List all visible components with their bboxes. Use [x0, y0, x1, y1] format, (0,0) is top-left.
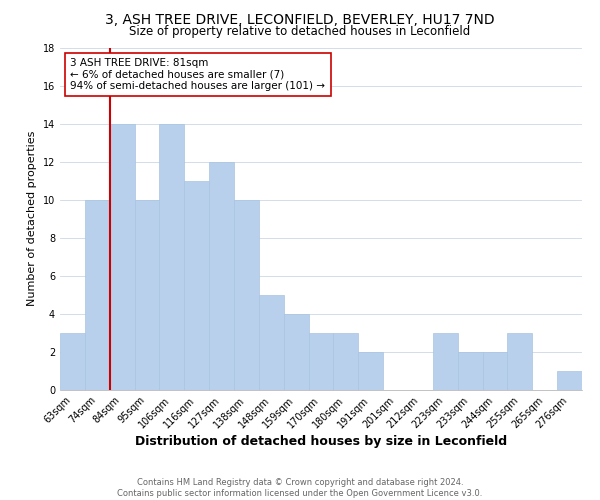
- Text: 3 ASH TREE DRIVE: 81sqm
← 6% of detached houses are smaller (7)
94% of semi-deta: 3 ASH TREE DRIVE: 81sqm ← 6% of detached…: [70, 58, 325, 91]
- Bar: [482, 352, 508, 390]
- Bar: [209, 162, 234, 390]
- Text: 3, ASH TREE DRIVE, LECONFIELD, BEVERLEY, HU17 7ND: 3, ASH TREE DRIVE, LECONFIELD, BEVERLEY,…: [105, 12, 495, 26]
- Bar: [284, 314, 308, 390]
- Bar: [234, 200, 259, 390]
- Bar: [358, 352, 383, 390]
- Text: Contains HM Land Registry data © Crown copyright and database right 2024.
Contai: Contains HM Land Registry data © Crown c…: [118, 478, 482, 498]
- Bar: [334, 333, 358, 390]
- Y-axis label: Number of detached properties: Number of detached properties: [27, 131, 37, 306]
- Bar: [85, 200, 110, 390]
- Bar: [433, 333, 458, 390]
- Bar: [458, 352, 482, 390]
- Bar: [160, 124, 184, 390]
- Bar: [308, 333, 334, 390]
- Bar: [110, 124, 134, 390]
- Bar: [134, 200, 160, 390]
- Bar: [508, 333, 532, 390]
- Bar: [60, 333, 85, 390]
- Bar: [557, 371, 582, 390]
- Bar: [184, 180, 209, 390]
- Bar: [259, 295, 284, 390]
- X-axis label: Distribution of detached houses by size in Leconfield: Distribution of detached houses by size …: [135, 436, 507, 448]
- Text: Size of property relative to detached houses in Leconfield: Size of property relative to detached ho…: [130, 25, 470, 38]
